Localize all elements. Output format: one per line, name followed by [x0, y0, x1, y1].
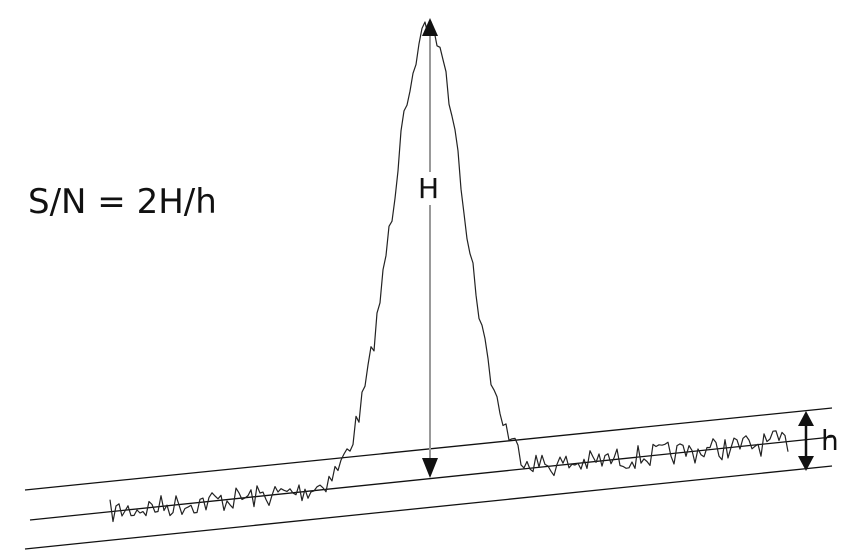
noise-band-arrowhead-top — [798, 411, 814, 426]
noise-band-upper-line — [24, 407, 833, 491]
noise-band-arrowhead-bottom — [798, 456, 814, 471]
noise-band-label: h — [821, 424, 839, 457]
peak-height-arrowhead-top — [422, 18, 438, 36]
signal-to-noise-formula: S/N = 2H/h — [28, 182, 217, 222]
signal-trace — [109, 21, 789, 523]
peak-height-arrowhead-bottom — [422, 458, 438, 478]
peak-height-label: H — [416, 172, 442, 205]
noise-band-lower-line — [24, 465, 833, 550]
